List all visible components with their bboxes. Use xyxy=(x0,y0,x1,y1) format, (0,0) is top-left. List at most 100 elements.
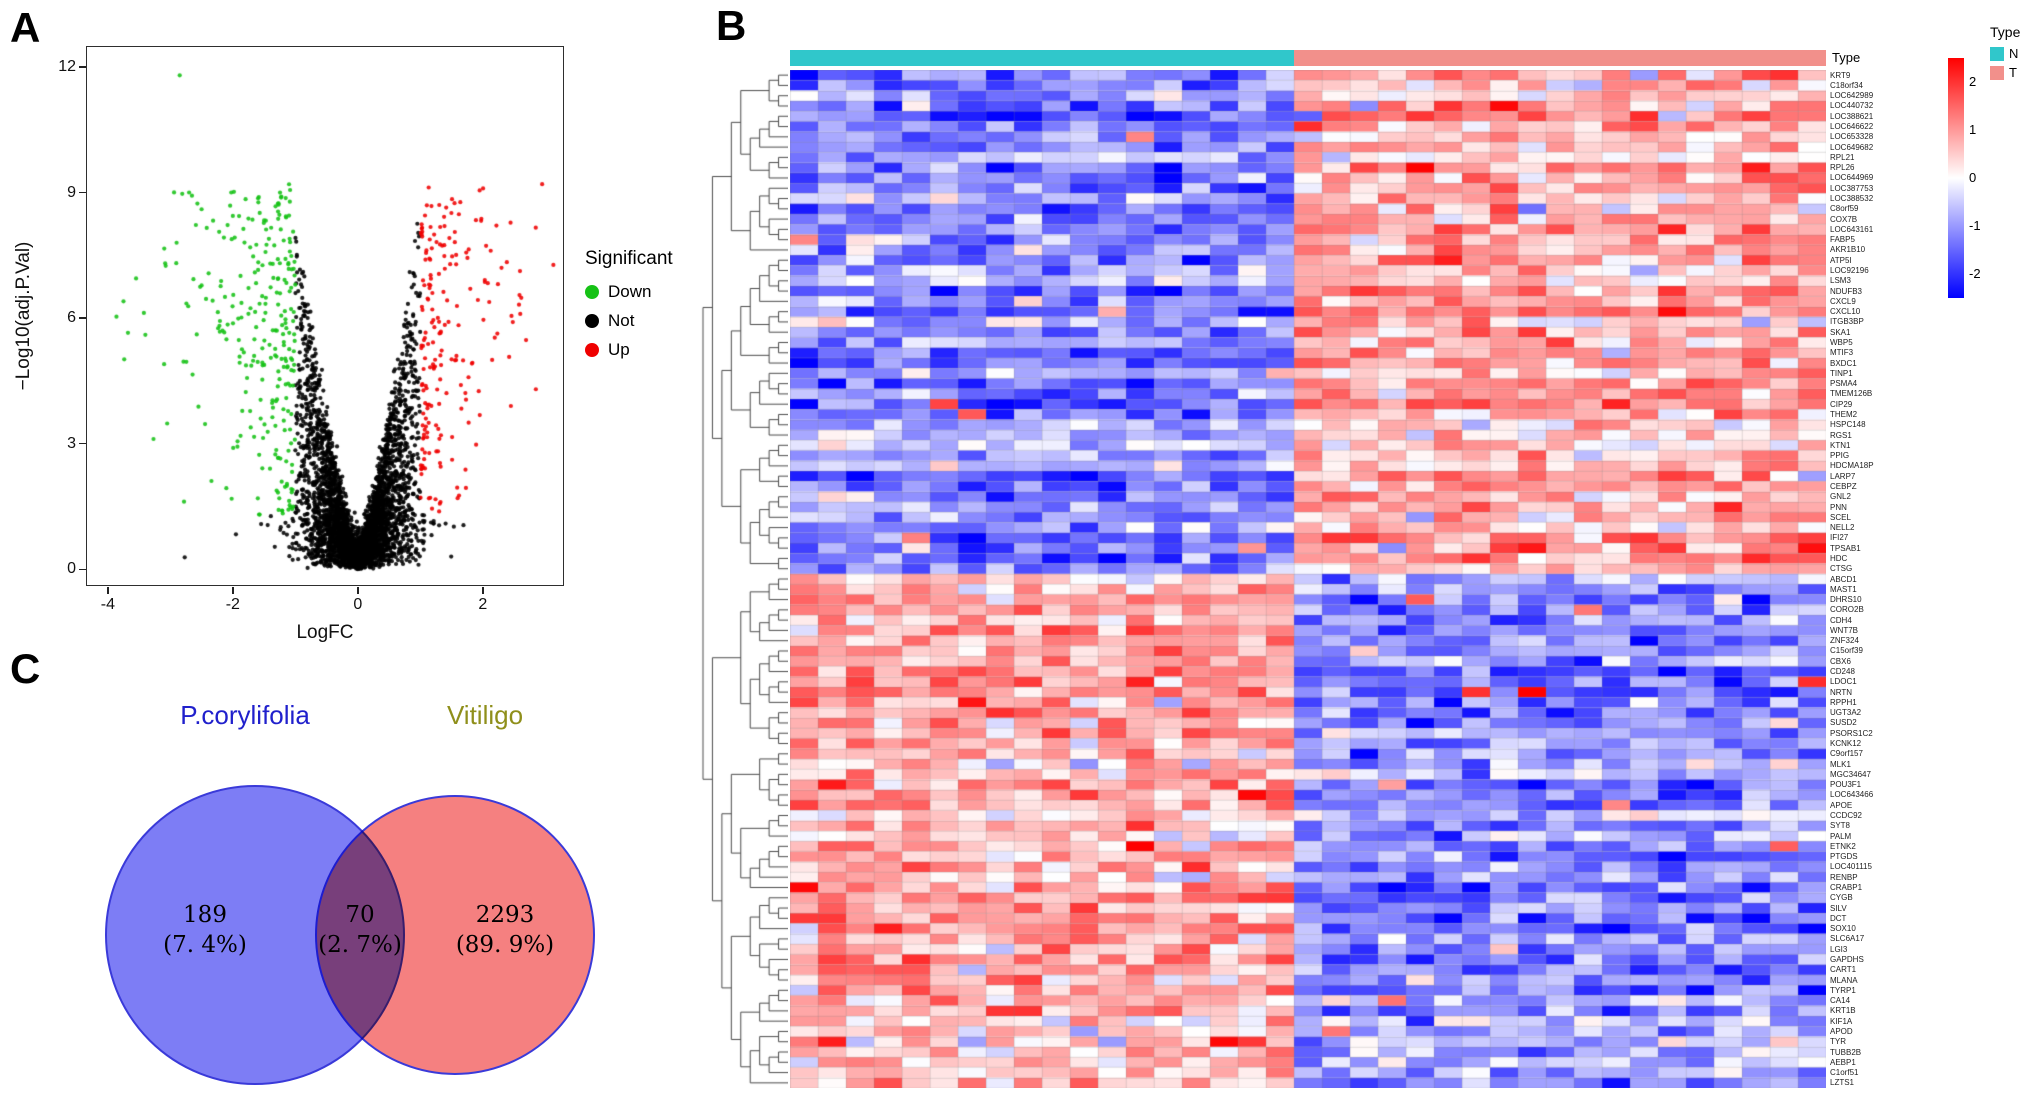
heatmap-row-label: SUSD2 xyxy=(1830,718,1857,728)
x-tick-label: 0 xyxy=(353,596,363,613)
heatmap-row-label: HDC xyxy=(1830,553,1848,563)
y-tick-label: 9 xyxy=(67,183,76,201)
heatmap-row-label: LOC653328 xyxy=(1830,132,1874,142)
heatmap-row-label: RENBP xyxy=(1830,872,1858,882)
heatmap-row-label: ZNF324 xyxy=(1830,636,1859,646)
heatmap-cells-canvas xyxy=(790,70,1826,1088)
heatmap-row-label: NDUFB3 xyxy=(1830,286,1863,296)
type-legend-entry: T xyxy=(1990,65,2020,80)
heatmap-row-label: LOC388532 xyxy=(1830,194,1874,204)
x-tick-label: -4 xyxy=(100,596,115,613)
panel-label-a: A xyxy=(10,4,41,51)
y-tick-label: 3 xyxy=(67,434,76,452)
legend-dot-down xyxy=(585,285,599,299)
volcano-legend: Significant Down Not Up xyxy=(585,248,673,369)
heatmap-row-label: LARP7 xyxy=(1830,471,1856,481)
heatmap-row-label: KRT9 xyxy=(1830,70,1851,80)
heatmap-row-label: GNL2 xyxy=(1830,492,1851,502)
heatmap-row-label: KRT1B xyxy=(1830,1006,1856,1016)
venn-right-only-count: 2293 (89. 9%) xyxy=(425,900,585,960)
heatmap-row-label: LOC92196 xyxy=(1830,266,1869,275)
y-tick-label: 12 xyxy=(58,57,76,75)
x-tick-label: -2 xyxy=(225,596,240,613)
heatmap-row-label: COX7B xyxy=(1830,214,1858,224)
venn-intersection-percent: (2. 7%) xyxy=(318,932,402,958)
heatmap-row-label: TUBB2B xyxy=(1830,1047,1862,1057)
heatmap-row-label: SILV xyxy=(1830,903,1847,913)
y-tick-mark xyxy=(79,317,86,319)
type-swatch-t xyxy=(1990,65,2004,80)
heatmap-row-label: LZTS1 xyxy=(1830,1078,1855,1088)
heatmap-row-label: PPIG xyxy=(1830,451,1850,461)
heatmap-row-label: SOX10 xyxy=(1830,924,1856,934)
venn-left-only-value: 189 xyxy=(183,902,227,928)
panel-label-b: B xyxy=(716,2,747,49)
heatmap-row-label: CYGB xyxy=(1830,893,1853,903)
heatmap-row-label: CTSG xyxy=(1830,564,1853,574)
legend-entry-label: Up xyxy=(608,340,630,359)
volcano-legend-entry: Up xyxy=(585,340,673,360)
heatmap-row-label: TPSAB1 xyxy=(1830,543,1861,553)
x-tick-mark xyxy=(232,587,234,594)
heatmap-row-label: TINP1 xyxy=(1830,368,1853,378)
heatmap-row-label: CXCL10 xyxy=(1830,307,1861,317)
heatmap-row-label: RPPH1 xyxy=(1830,697,1857,707)
heatmap-row-label: LOC643161 xyxy=(1830,224,1874,234)
heatmap-row-label: MGC34647 xyxy=(1830,769,1871,779)
heatmap-row-label: CBX6 xyxy=(1830,656,1851,666)
heatmap-row-label: C9orf157 xyxy=(1830,749,1863,759)
heatmap-row-label: LOC649682 xyxy=(1830,142,1874,152)
heatmap-row-label: LOC401115 xyxy=(1830,862,1872,872)
heatmap-row-label: CART1 xyxy=(1830,965,1857,975)
colorbar-tick-label: -1 xyxy=(1969,218,1981,233)
heatmap-row-label: AKR1B10 xyxy=(1830,245,1866,255)
volcano-legend-entry: Down xyxy=(585,282,673,302)
heatmap-row-label: MTIF3 xyxy=(1830,348,1854,358)
heatmap-row-label: C18orf34 xyxy=(1830,80,1863,90)
heatmap-row-label: LOC644969 xyxy=(1830,173,1874,183)
y-tick-label: 6 xyxy=(67,309,76,327)
colorbar-tick-label: 0 xyxy=(1969,170,1977,185)
heatmap-row-label: PSORS1C2 xyxy=(1830,728,1873,738)
heatmap-row-label: TYRP1 xyxy=(1830,985,1856,995)
heatmap-row-label: CA14 xyxy=(1830,996,1851,1006)
x-tick-mark xyxy=(107,587,109,594)
heatmap-row-label: TYR xyxy=(1830,1037,1846,1047)
heatmap-row-label: ABCD1 xyxy=(1830,574,1857,584)
heatmap-type-bar-title: Type xyxy=(1832,50,1861,65)
heatmap-row-label: LOC642989 xyxy=(1830,91,1874,101)
heatmap-row-label: CRABP1 xyxy=(1830,882,1863,892)
heatmap-row-label: KCNK12 xyxy=(1830,739,1862,749)
legend-entry-label: Not xyxy=(608,311,635,330)
colorbar-tick-label: 1 xyxy=(1969,122,1977,137)
heatmap-row-label: ETNK2 xyxy=(1830,841,1856,851)
heatmap-row-label: POU3F1 xyxy=(1830,780,1862,790)
venn-diagram xyxy=(0,740,700,1095)
panel-label-c: C xyxy=(10,645,41,692)
heatmap-row-label: CEBPZ xyxy=(1830,481,1857,491)
venn-right-only-percent: (89. 9%) xyxy=(455,932,555,958)
heatmap-row-label: PTGDS xyxy=(1830,852,1858,862)
legend-entry-label: Down xyxy=(608,282,652,301)
heatmap-row-label: FABP5 xyxy=(1830,235,1855,245)
heatmap-row-label: LOC440732 xyxy=(1830,101,1874,111)
heatmap-row-label: HDCMA18P xyxy=(1830,461,1874,471)
heatmap-row-label: KTN1 xyxy=(1830,440,1851,450)
heatmap-row-label: CXCL9 xyxy=(1830,296,1856,306)
volcano-legend-entries: Down Not Up xyxy=(585,282,673,360)
type-legend-title: Type xyxy=(1990,24,2021,40)
heatmap-row-label: LGI3 xyxy=(1830,944,1848,954)
heatmap-row-label: SKA1 xyxy=(1830,327,1851,337)
type-legend-entry: N xyxy=(1990,46,2020,61)
type-bar-t-segment xyxy=(1294,50,1826,66)
heatmap-row-label: CD248 xyxy=(1830,667,1855,677)
heatmap-row-label: AEBP1 xyxy=(1830,1057,1856,1067)
heatmap-type-annotation-bar xyxy=(790,50,1826,66)
heatmap-row-label: PALM xyxy=(1830,831,1852,841)
heatmap-row-label: LOC387753 xyxy=(1830,183,1874,193)
heatmap-row-label: SLC6A17 xyxy=(1830,934,1865,944)
heatmap-row-label: LOC643466 xyxy=(1830,790,1874,800)
